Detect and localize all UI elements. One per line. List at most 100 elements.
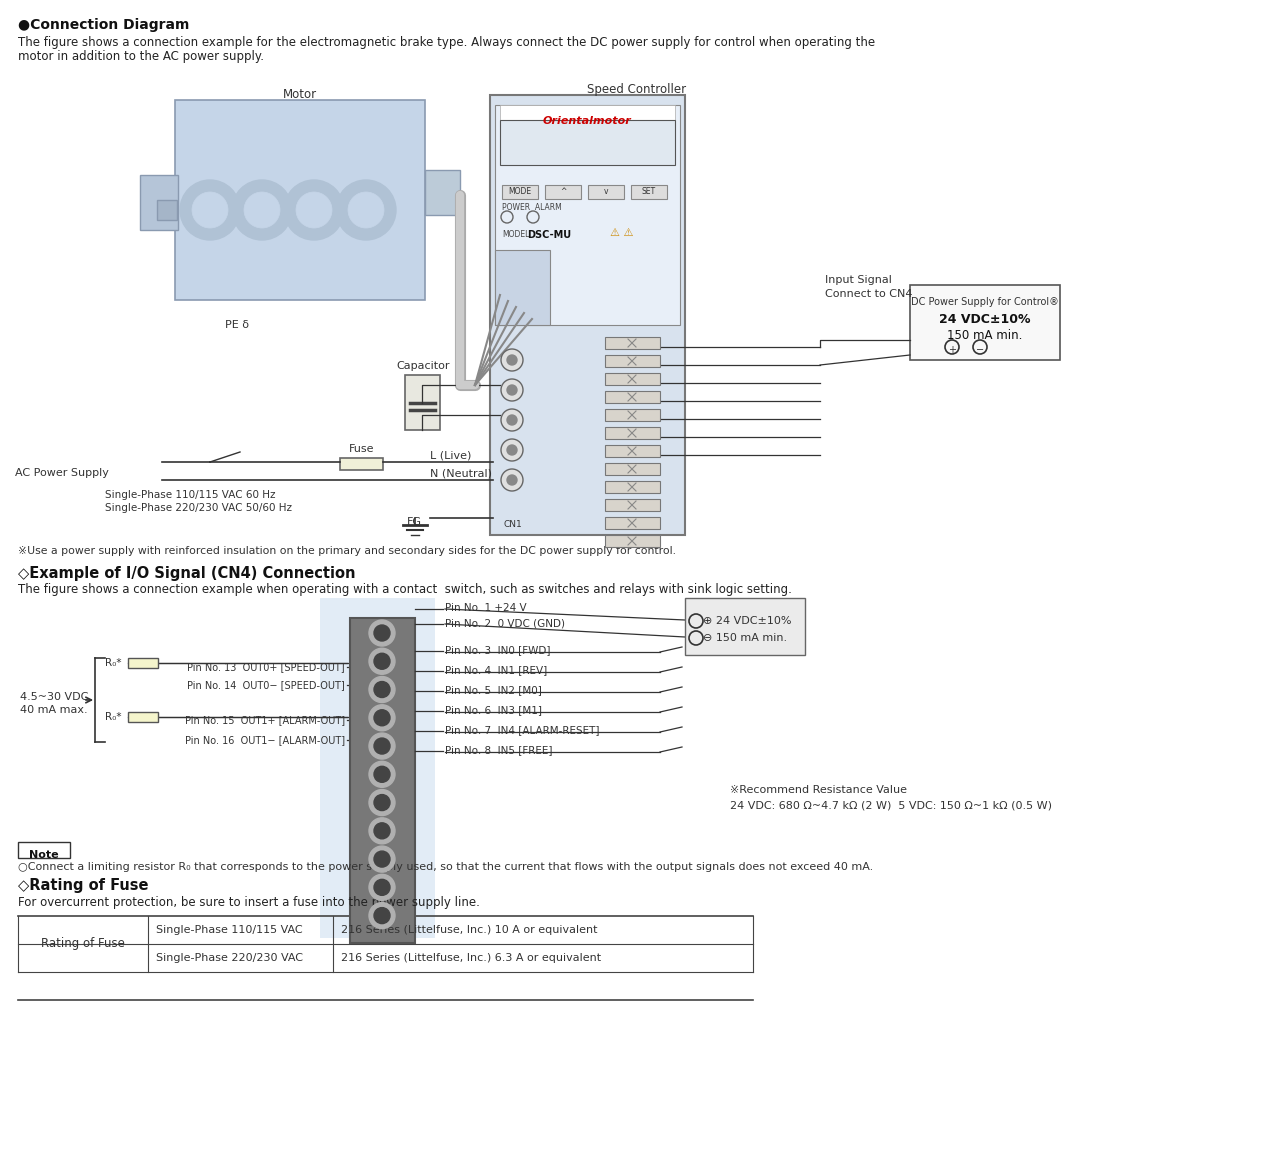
Bar (631, 185, 667, 199)
Text: N (Neutral): N (Neutral) (430, 468, 492, 478)
Text: 216 Series (Littelfuse, Inc.) 10 A or equivalent: 216 Series (Littelfuse, Inc.) 10 A or eq… (340, 925, 598, 935)
Circle shape (374, 851, 390, 868)
Bar (545, 185, 581, 199)
Circle shape (374, 907, 390, 923)
Text: Pin No. 14  OUT0− [SPEED-OUT]: Pin No. 14 OUT0− [SPEED-OUT] (187, 680, 346, 690)
Text: MODEL: MODEL (502, 230, 530, 240)
Text: FG: FG (407, 518, 422, 527)
Text: Fuse: Fuse (349, 444, 375, 454)
Text: ●Connection Diagram: ●Connection Diagram (18, 17, 189, 33)
Text: Note: Note (29, 850, 59, 859)
Text: CN1: CN1 (503, 520, 522, 529)
Text: Pin No. 15  OUT1+ [ALARM-OUT]: Pin No. 15 OUT1+ [ALARM-OUT] (184, 715, 346, 725)
Circle shape (369, 875, 396, 900)
Bar (128, 712, 157, 722)
Circle shape (180, 180, 241, 240)
Bar (502, 185, 538, 199)
Circle shape (507, 385, 517, 395)
Text: ⊖ 150 mA min.: ⊖ 150 mA min. (703, 633, 787, 643)
Circle shape (369, 902, 396, 928)
Text: ⊕ 24 VDC±10%: ⊕ 24 VDC±10% (703, 616, 791, 626)
Circle shape (284, 180, 344, 240)
Bar (495, 105, 680, 324)
Text: Pin No. 4  IN1 [REV]: Pin No. 4 IN1 [REV] (445, 665, 548, 675)
Text: −: − (975, 345, 984, 355)
Text: Capacitor: Capacitor (397, 361, 449, 371)
Circle shape (374, 794, 390, 811)
Circle shape (369, 648, 396, 675)
Circle shape (500, 379, 524, 401)
Text: ※Use a power supply with reinforced insulation on the primary and secondary side: ※Use a power supply with reinforced insu… (18, 545, 676, 556)
Circle shape (374, 823, 390, 839)
Text: PE δ: PE δ (225, 320, 250, 330)
Text: v: v (604, 187, 608, 197)
Text: Pin No. 3  IN0 [FWD]: Pin No. 3 IN0 [FWD] (445, 645, 550, 655)
Circle shape (369, 818, 396, 844)
Bar (175, 100, 425, 300)
Text: Single-Phase 110/115 VAC: Single-Phase 110/115 VAC (156, 925, 302, 935)
Text: Pin No. 5  IN2 [M0]: Pin No. 5 IN2 [M0] (445, 685, 541, 695)
Text: The figure shows a connection example for the electromagnetic brake type. Always: The figure shows a connection example fo… (18, 36, 876, 49)
Text: CN4 I/O: CN4 I/O (614, 520, 649, 529)
Bar (340, 458, 383, 470)
Circle shape (374, 682, 390, 698)
Bar (605, 427, 660, 438)
Text: +: + (948, 345, 956, 355)
Text: ◇Example of I/O Signal (CN4) Connection: ◇Example of I/O Signal (CN4) Connection (18, 566, 356, 582)
Text: Motor: Motor (283, 88, 317, 101)
Text: ◇Rating of Fuse: ◇Rating of Fuse (18, 878, 148, 893)
Text: 40 mA max.: 40 mA max. (20, 705, 87, 715)
Text: 216 Series (Littelfuse, Inc.) 6.3 A or equivalent: 216 Series (Littelfuse, Inc.) 6.3 A or e… (340, 952, 602, 963)
Circle shape (374, 625, 390, 641)
Text: motor in addition to the AC power supply.: motor in addition to the AC power supply… (18, 50, 264, 63)
Circle shape (500, 409, 524, 431)
Bar (605, 463, 660, 475)
Text: The figure shows a connection example when operating with a contact  switch, suc: The figure shows a connection example wh… (18, 583, 792, 595)
Circle shape (500, 469, 524, 491)
Bar (588, 185, 625, 199)
Text: Rating of Fuse: Rating of Fuse (41, 937, 125, 950)
Text: Pin No. 8  IN5 [FREE]: Pin No. 8 IN5 [FREE] (445, 745, 553, 755)
Circle shape (374, 654, 390, 669)
Bar (18, 842, 70, 858)
Text: MODE: MODE (508, 187, 531, 197)
Text: AC Power Supply: AC Power Supply (15, 468, 109, 478)
Text: ※Recommend Resistance Value: ※Recommend Resistance Value (730, 785, 908, 795)
Bar (605, 499, 660, 511)
Bar (605, 337, 660, 349)
Text: Input Signal: Input Signal (826, 274, 892, 285)
Circle shape (374, 879, 390, 896)
Bar (349, 618, 415, 943)
Circle shape (369, 790, 396, 815)
Text: DC Power Supply for Control®: DC Power Supply for Control® (911, 297, 1059, 307)
Text: ⚠ ⚠: ⚠ ⚠ (611, 228, 634, 238)
Bar (140, 174, 178, 230)
Text: ○Connect a limiting resistor R₀ that corresponds to the power supply used, so th: ○Connect a limiting resistor R₀ that cor… (18, 862, 873, 872)
Bar (500, 105, 675, 127)
Text: Pin No. 1 +24 V: Pin No. 1 +24 V (445, 602, 526, 613)
Bar (490, 95, 685, 535)
Circle shape (500, 438, 524, 461)
Text: L (Live): L (Live) (430, 450, 471, 461)
Circle shape (507, 475, 517, 485)
Text: Pin No. 6  IN3 [M1]: Pin No. 6 IN3 [M1] (445, 705, 541, 715)
Text: POWER  ALARM: POWER ALARM (502, 204, 562, 212)
Bar (685, 598, 805, 655)
Text: Pin No. 13  OUT0+ [SPEED-OUT]: Pin No. 13 OUT0+ [SPEED-OUT] (187, 662, 346, 672)
Text: Single-Phase 220/230 VAC 50/60 Hz: Single-Phase 220/230 VAC 50/60 Hz (105, 504, 292, 513)
Circle shape (335, 180, 396, 240)
Circle shape (192, 192, 228, 228)
Circle shape (374, 739, 390, 754)
Circle shape (369, 620, 396, 645)
Circle shape (369, 705, 396, 730)
Bar (605, 355, 660, 368)
Circle shape (507, 445, 517, 455)
Circle shape (369, 733, 396, 759)
Bar (320, 598, 435, 939)
Bar (425, 170, 460, 215)
Circle shape (507, 355, 517, 365)
Circle shape (500, 349, 524, 371)
Bar (605, 481, 660, 493)
Text: 4.5~30 VDC: 4.5~30 VDC (20, 692, 88, 702)
Circle shape (296, 192, 332, 228)
